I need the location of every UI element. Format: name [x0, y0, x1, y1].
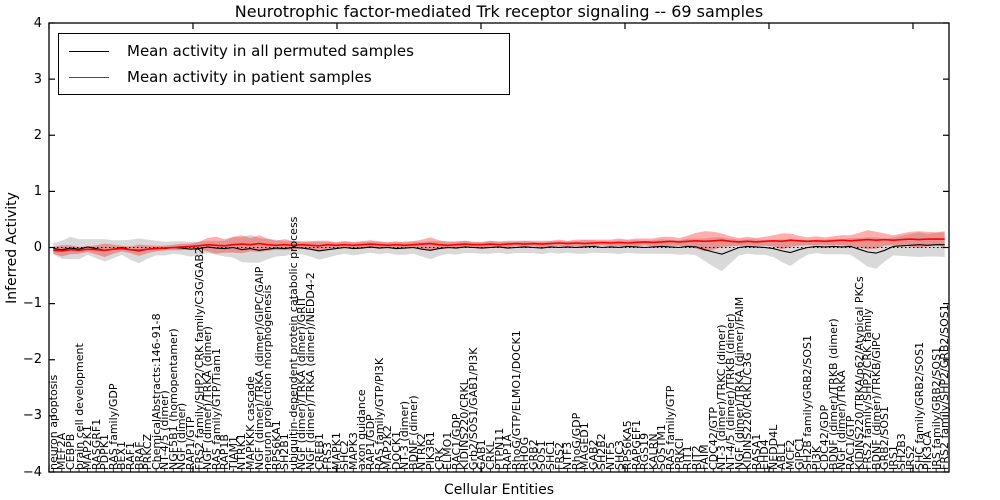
legend-label-patient: Mean activity in patient samples	[127, 68, 372, 86]
y-tick-label: 3	[33, 71, 42, 87]
legend-line-red	[69, 76, 109, 78]
legend-label-permuted: Mean activity in all permuted samples	[127, 42, 414, 60]
x-axis-label: Cellular Entities	[443, 482, 555, 498]
y-tick-label: −4	[22, 464, 42, 480]
chart-title: Neurotrophic factor-mediated Trk recepto…	[234, 2, 764, 21]
y-tick-label: 4	[33, 15, 42, 31]
legend-item-permuted: Mean activity in all permuted samples	[69, 42, 499, 60]
legend-box: Mean activity in all permuted samples Me…	[58, 33, 510, 95]
permuted-band	[53, 232, 945, 272]
legend-line-black	[69, 50, 109, 52]
y-tick-label: −2	[22, 352, 42, 368]
y-tick-label: 0	[33, 240, 42, 255]
legend-item-patient: Mean activity in patient samples	[69, 68, 499, 86]
y-tick-label: −3	[22, 408, 42, 424]
y-tick-label: 2	[33, 127, 42, 143]
patient-band	[53, 230, 945, 257]
y-tick-label: −1	[22, 296, 42, 312]
patient-mean-line	[53, 238, 945, 252]
permuted-mean-line	[53, 244, 945, 255]
y-tick-label: 1	[33, 183, 42, 199]
x-category-label: FRS2 family/SHP2/GRB2/SOS1	[938, 304, 952, 470]
